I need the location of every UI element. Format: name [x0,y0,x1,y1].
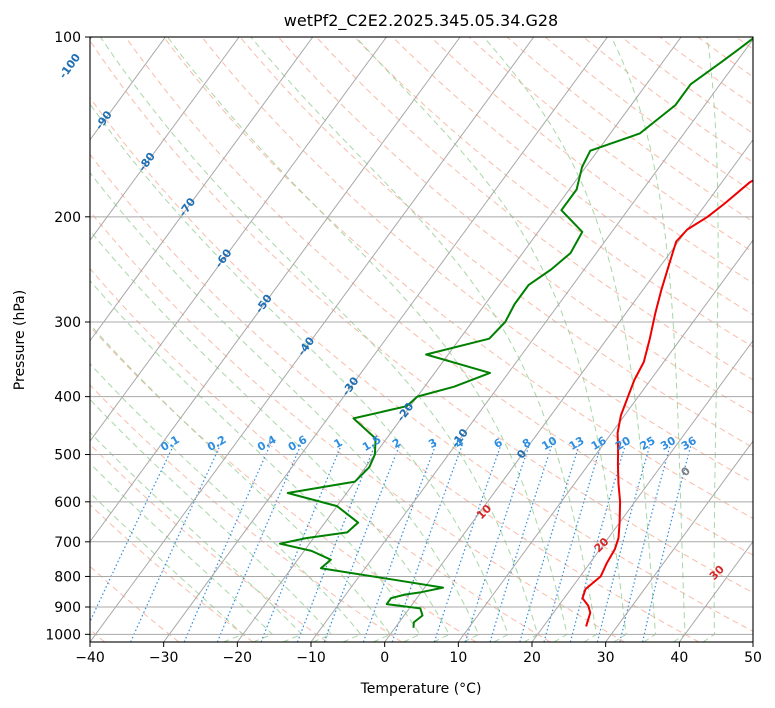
moist-adiabat [90,323,392,642]
x-tick-label: 0 [380,650,389,666]
y-tick-label: 500 [54,448,81,464]
moist-adiabat [90,462,274,642]
chart-title: wetPf2_C2E2.2025.345.05.34.G28 [284,11,558,31]
x-tick-label: 20 [523,650,541,666]
moist-adiabat [90,363,362,642]
moist-adiabat [702,37,719,642]
dry-adiabat [163,37,753,520]
isotherm-line [384,138,753,642]
moist-adiabat [90,279,421,642]
x-tick-label: −20 [223,650,253,666]
dry-adiabat [90,384,402,642]
y-tick-label: 800 [54,569,81,585]
isotherm-line [90,37,240,242]
moist-adiabat [355,37,627,642]
dry-adiabat [90,504,254,642]
dry-adiabat [430,37,753,284]
moist-adiabat [167,37,568,642]
y-tick-label: 300 [54,315,81,331]
y-tick-label: 200 [54,210,81,226]
isotherm-line [90,37,535,642]
mixing-ratio-line [543,443,603,642]
dry-adiabat [583,37,753,163]
dry-adiabat [90,267,551,642]
x-tick-label: −30 [149,650,179,666]
dry-adiabat [316,37,753,381]
moist-adiabat [90,492,244,642]
mixing-ratio-line [569,443,627,642]
mixing-ratio-line [433,443,502,642]
plot-frame [89,36,754,643]
dry-adiabat [90,153,700,642]
y-tick-label: 100 [54,30,81,46]
mixing-ratio-line [90,443,175,623]
moist-adiabat [90,229,450,642]
x-tick-label: −10 [296,650,326,666]
axes: −40 −30 −20 −10 0 10 20 30 40 50 100 200 300 400 500 60… [45,30,762,666]
mixing-ratio-line [619,443,672,642]
y-tick-label: 400 [54,390,81,406]
y-axis-label: Pressure (hPa) [12,290,28,390]
moist-adiabat [100,37,539,642]
background-lines [90,37,753,642]
mixing-ratio-line [596,443,651,642]
x-axis-label: Temperature (°C) [360,681,482,697]
isotherm-line [90,37,314,342]
mixing-ratio-line [464,443,531,642]
mixing-ratio-line [260,443,343,642]
moist-adiabat [90,398,333,642]
mixing-ratio-line [519,443,581,642]
dry-adiabat [392,37,753,316]
dry-adiabat [125,37,753,556]
isotherm-line [236,37,682,642]
moist-adiabat [483,37,656,642]
mixing-ratio-line [642,443,692,642]
mixing-ratio-line [130,443,222,642]
dry-adiabat [544,37,753,193]
mixing-ratio-line [391,443,464,642]
isotherm-line [605,440,753,642]
dry-adiabat [90,325,477,642]
isotherm-line [310,38,753,642]
dry-adiabat [277,37,753,414]
isotherm-line [90,37,387,442]
dry-adiabat [354,37,753,348]
x-tick-label: 30 [597,650,615,666]
moist-adiabat [90,171,480,642]
temperature-profile [581,179,753,627]
profile-lines [279,37,753,628]
y-tick-label: 1000 [45,627,81,643]
moist-adiabat [90,103,509,642]
y-tick-label: 900 [54,600,81,616]
isotherm-line [163,37,608,642]
x-tick-label: −40 [75,650,105,666]
dewpoint-profile [279,37,753,628]
moist-adiabat [250,37,598,642]
y-tick-label: 600 [54,495,81,511]
dry-adiabat [90,210,625,642]
dry-adiabat [201,37,753,484]
y-tick-label: 700 [54,535,81,551]
x-tick-label: 40 [670,650,688,666]
x-tick-label: 50 [744,650,762,666]
dry-adiabat [239,37,753,449]
mixing-ratio-line [489,443,553,642]
isotherm-line [457,239,753,642]
x-tick-label: 10 [449,650,467,666]
isotherm-line [90,37,166,141]
isotherm-line [531,339,753,642]
